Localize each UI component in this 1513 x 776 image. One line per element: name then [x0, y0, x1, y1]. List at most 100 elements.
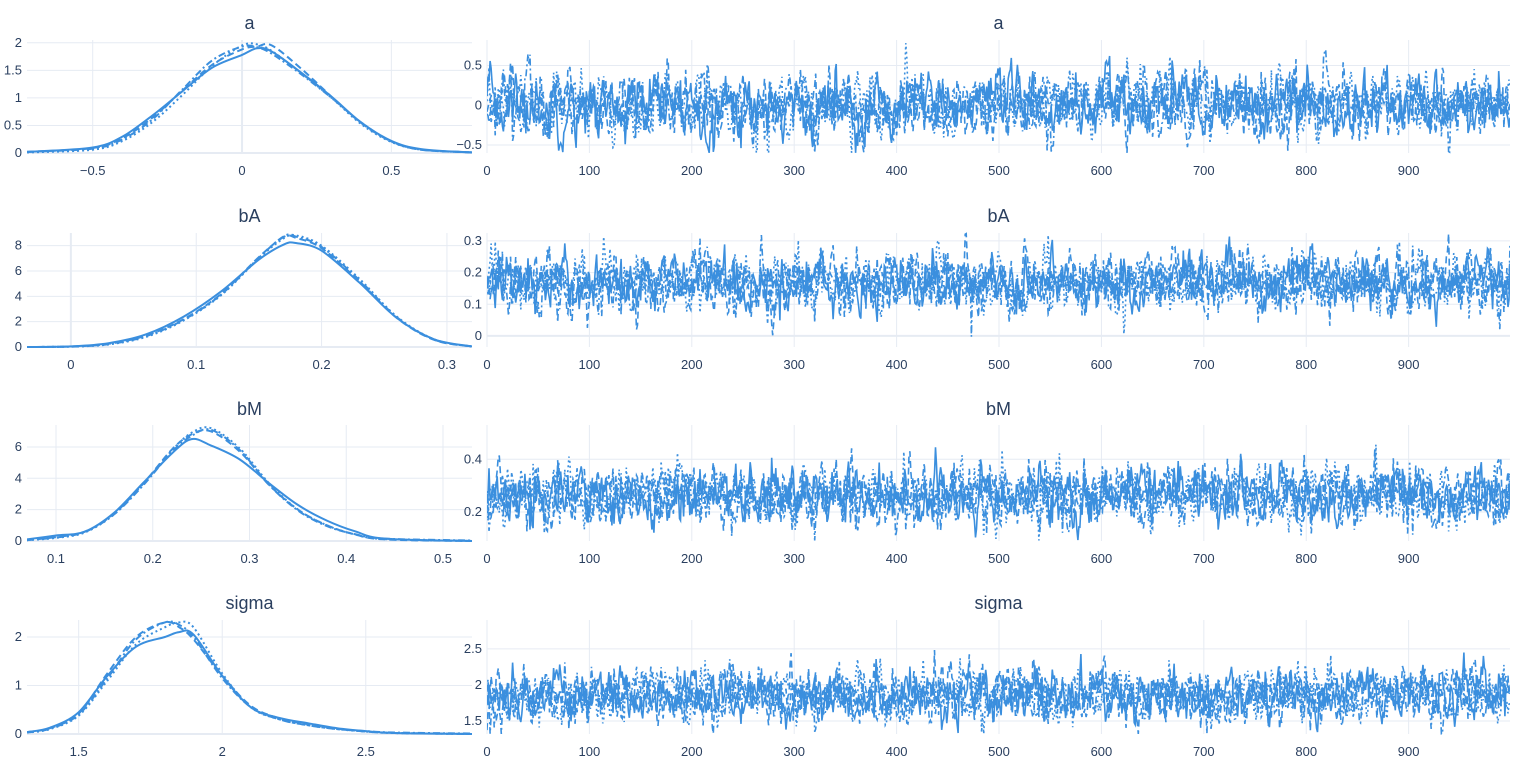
y-tick-label: 4 — [15, 470, 22, 485]
x-tick-label: −0.5 — [80, 163, 106, 178]
panel-title: bM — [237, 399, 262, 419]
x-tick-label: 0 — [483, 163, 490, 178]
y-tick-label: 0.1 — [464, 296, 482, 311]
y-tick-label: 2 — [15, 314, 22, 329]
y-tick-label: 2 — [15, 502, 22, 517]
density-line-chain-1 — [27, 241, 472, 348]
x-tick-label: 600 — [1091, 357, 1113, 372]
density-line-chain-2 — [27, 426, 472, 542]
y-tick-label: 8 — [15, 238, 22, 253]
x-tick-label: 600 — [1091, 163, 1113, 178]
panel-title: sigma — [225, 593, 274, 613]
density-panel-bA: 0 0.1 0.2 0.3 0 2 4 6 8 bA — [15, 206, 472, 372]
y-tick-label: 0 — [475, 97, 482, 112]
density-line-chain-2 — [27, 42, 472, 154]
x-tick-label: 400 — [886, 357, 908, 372]
x-tick-label: 600 — [1091, 744, 1113, 759]
x-tick-label: 0 — [67, 357, 74, 372]
trace-line-chain-4 — [487, 49, 1510, 154]
x-tick-label: 200 — [681, 357, 703, 372]
density-line-chain-3 — [27, 621, 472, 735]
density-line-chain-1 — [27, 629, 472, 735]
x-tick-label: 300 — [783, 163, 805, 178]
x-tick-label: 0 — [483, 744, 490, 759]
x-tick-label: 900 — [1398, 163, 1420, 178]
x-tick-label: 700 — [1193, 163, 1215, 178]
trace-line-chain-2 — [487, 658, 1510, 734]
density-panel-bM: 0.1 0.2 0.3 0.4 0.5 0 2 4 6 bM — [15, 399, 472, 566]
density-panel-a: −0.5 0 0.5 0 0.5 1 1.5 2 a — [4, 13, 472, 178]
y-tick-label: 1.5 — [4, 62, 22, 77]
x-tick-label: 900 — [1398, 551, 1420, 566]
x-tick-label: 100 — [579, 744, 601, 759]
x-tick-label: 0 — [483, 551, 490, 566]
x-tick-label: 2 — [219, 744, 226, 759]
x-tick-label: 800 — [1295, 357, 1317, 372]
x-tick-label: 0.1 — [47, 551, 65, 566]
x-tick-label: 800 — [1295, 163, 1317, 178]
density-line-chain-4 — [27, 620, 472, 735]
trace-line-chain-3 — [487, 649, 1510, 735]
y-tick-label: 0 — [15, 145, 22, 160]
trace-line-chain-2 — [487, 235, 1510, 334]
y-tick-label: 2 — [15, 35, 22, 50]
y-tick-label: 0 — [15, 726, 22, 741]
density-panel-sigma: 1.5 2 2.5 0 1 2 sigma — [15, 593, 472, 759]
density-line-chain-2 — [27, 233, 472, 348]
x-tick-label: 400 — [886, 551, 908, 566]
x-tick-label: 200 — [681, 744, 703, 759]
y-tick-label: 0.4 — [464, 451, 482, 466]
y-tick-label: 4 — [15, 288, 22, 303]
x-tick-label: 300 — [783, 744, 805, 759]
y-tick-label: 6 — [15, 439, 22, 454]
y-tick-label: −0.5 — [456, 137, 482, 152]
x-tick-label: 700 — [1193, 744, 1215, 759]
x-tick-label: 600 — [1091, 551, 1113, 566]
trace-panel-bM: 0 100 200 300 400 500 600 700 800 900 0.2 0.4 bM — [464, 399, 1510, 566]
trace-panel-bA: 0 100 200 300 400 500 600 700 800 900 0 0.1 0.2 0.3 bA — [464, 206, 1510, 372]
density-line-chain-3 — [27, 234, 472, 348]
x-tick-label: 700 — [1193, 357, 1215, 372]
y-tick-label: 1 — [15, 677, 22, 692]
y-tick-label: 0.5 — [4, 117, 22, 132]
y-tick-label: 1 — [15, 90, 22, 105]
x-tick-label: 400 — [886, 163, 908, 178]
x-tick-label: 400 — [886, 744, 908, 759]
panel-title: a — [244, 13, 255, 33]
trace-line-chain-1 — [487, 55, 1510, 153]
trace-line-chain-2 — [487, 43, 1510, 154]
x-tick-label: 0.4 — [337, 551, 355, 566]
density-line-chain-4 — [27, 44, 472, 154]
x-tick-label: 900 — [1398, 744, 1420, 759]
trace-panel-sigma: 0 100 200 300 400 500 600 700 800 900 1.5 2 2.5 sigma — [464, 593, 1510, 759]
y-tick-label: 0.5 — [464, 57, 482, 72]
y-tick-label: 2.5 — [464, 641, 482, 656]
x-tick-label: 0.5 — [382, 163, 400, 178]
x-tick-label: 0.5 — [434, 551, 452, 566]
x-tick-label: 100 — [579, 163, 601, 178]
y-tick-label: 2 — [475, 677, 482, 692]
x-tick-label: 200 — [681, 163, 703, 178]
x-tick-label: 0.2 — [313, 357, 331, 372]
y-tick-label: 1.5 — [464, 713, 482, 728]
y-tick-label: 0 — [15, 533, 22, 548]
x-tick-label: 0.3 — [240, 551, 258, 566]
density-line-chain-3 — [27, 429, 472, 542]
x-tick-label: 100 — [579, 357, 601, 372]
trace-panel-a: 0 100 200 300 400 500 600 700 800 900−0.500.5a — [456, 13, 1510, 178]
trace-line-chain-4 — [487, 655, 1510, 735]
panel-title: bA — [238, 206, 260, 226]
panel-title: sigma — [974, 593, 1023, 613]
trace-line-chain-4 — [487, 234, 1510, 337]
x-tick-label: 500 — [988, 163, 1010, 178]
x-tick-label: 500 — [988, 744, 1010, 759]
x-tick-label: 200 — [681, 551, 703, 566]
x-tick-label: 900 — [1398, 357, 1420, 372]
x-tick-label: 800 — [1295, 744, 1317, 759]
x-tick-label: 0 — [238, 163, 245, 178]
y-tick-label: 6 — [15, 263, 22, 278]
y-tick-label: 0.2 — [464, 265, 482, 280]
trace-line-chain-3 — [487, 448, 1510, 534]
x-tick-label: 500 — [988, 551, 1010, 566]
